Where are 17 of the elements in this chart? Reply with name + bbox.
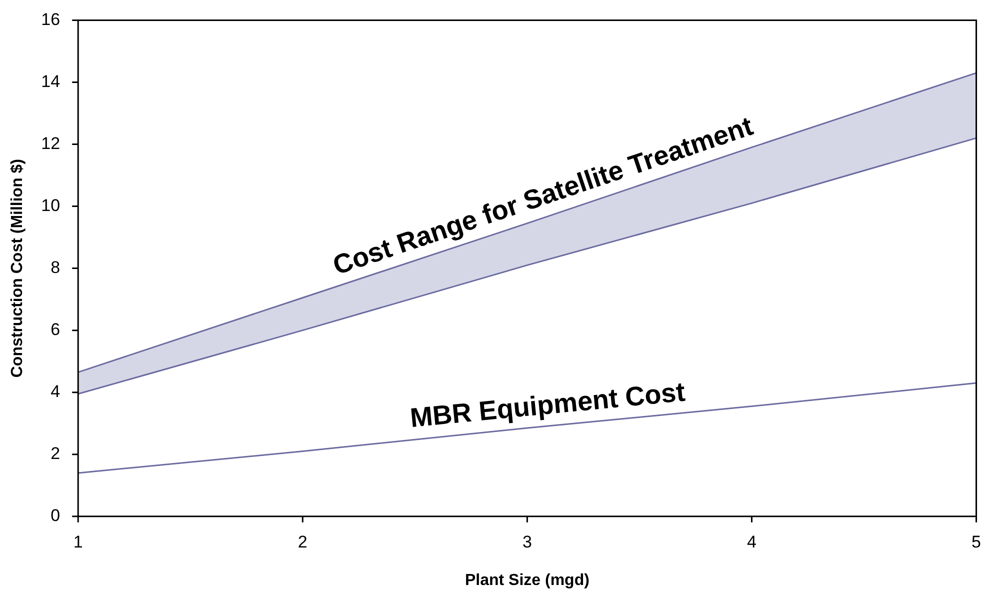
x-tick-label: 3 [522,532,532,552]
x-tick-label: 5 [972,532,982,552]
y-tick-label: 12 [41,134,60,153]
y-tick-label: 10 [41,196,60,215]
y-tick-label: 14 [41,72,60,91]
y-tick-label: 4 [50,382,60,402]
x-tick-label: 4 [746,532,756,552]
y-axis-title: Construction Cost (Million $) [9,158,26,378]
y-tick-label: 8 [50,258,60,277]
x-tick-label: 1 [73,532,83,552]
y-tick-label: 2 [50,444,60,464]
x-tick-label: 2 [298,532,308,552]
y-tick-label: 6 [50,320,60,340]
y-tick-label: 16 [41,10,60,29]
x-axis-title: Plant Size (mgd) [464,572,590,589]
y-tick-label: 0 [50,506,60,526]
annotation: MBR Equipment Cost [408,376,686,434]
